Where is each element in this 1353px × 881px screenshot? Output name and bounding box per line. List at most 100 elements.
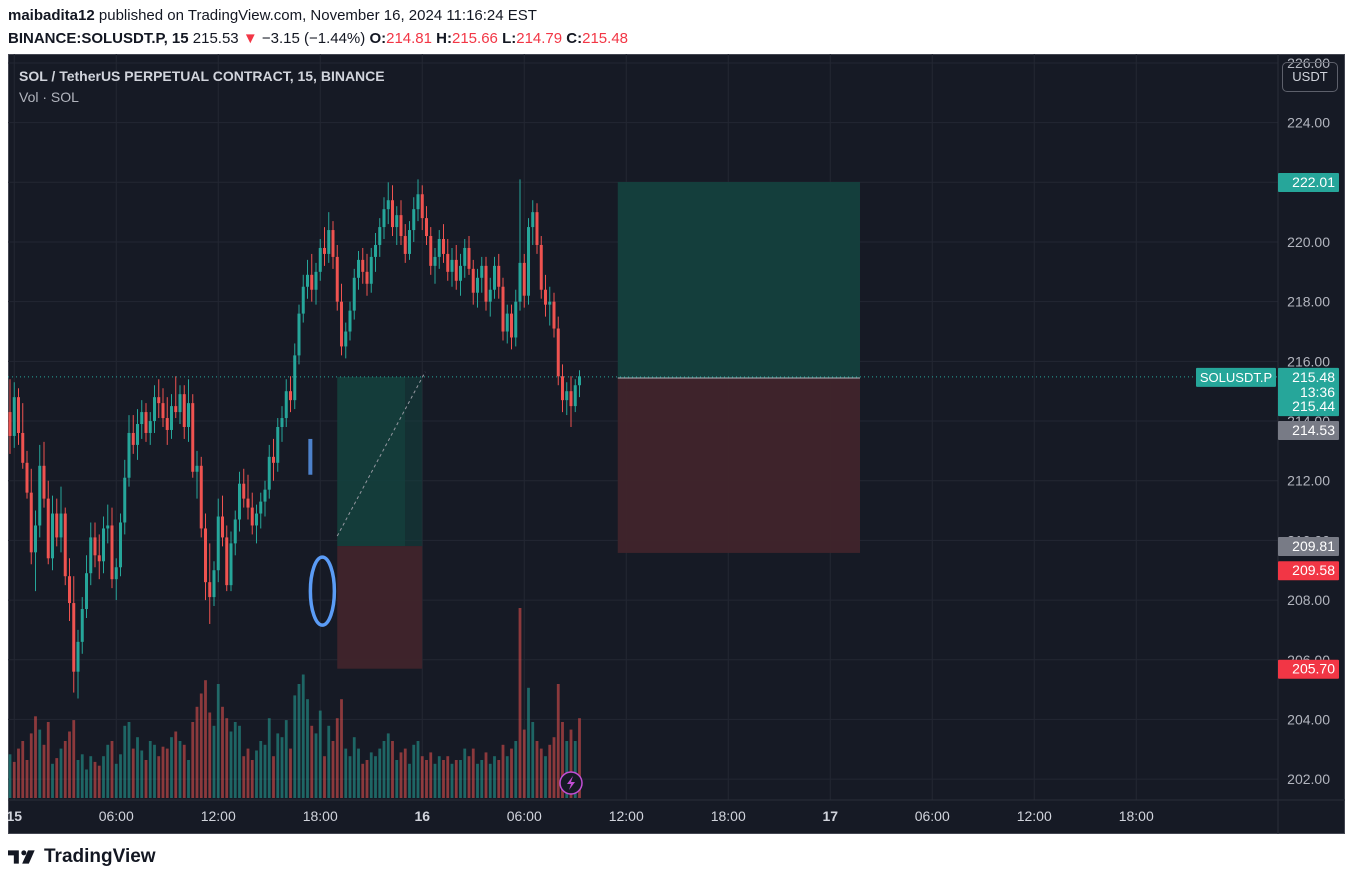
candle-body[interactable]	[148, 421, 152, 433]
candle-body[interactable]	[395, 215, 399, 228]
candle-body[interactable]	[522, 262, 526, 296]
candle-body[interactable]	[51, 513, 54, 559]
candle-body[interactable]	[450, 259, 454, 272]
candle-body[interactable]	[59, 513, 63, 538]
candle-body[interactable]	[284, 391, 288, 419]
candle-body[interactable]	[127, 432, 131, 478]
candle-body[interactable]	[301, 286, 305, 314]
candle-body[interactable]	[276, 427, 280, 463]
candle-body[interactable]	[497, 265, 501, 287]
candle-body[interactable]	[221, 516, 224, 538]
candle-body[interactable]	[578, 376, 581, 386]
candle-body[interactable]	[374, 244, 377, 257]
candle-body[interactable]	[556, 328, 560, 377]
candle-body[interactable]	[403, 236, 407, 254]
candle-body[interactable]	[552, 301, 556, 329]
candle-body[interactable]	[357, 259, 360, 278]
candle-body[interactable]	[199, 465, 203, 529]
candle-body[interactable]	[246, 498, 250, 508]
candle-body[interactable]	[344, 331, 348, 347]
candle-body[interactable]	[433, 256, 437, 266]
candle-body[interactable]	[114, 567, 118, 580]
candle-body[interactable]	[573, 385, 577, 407]
candle-body[interactable]	[280, 418, 284, 427]
candle-body[interactable]	[539, 244, 543, 290]
candle-body[interactable]	[527, 227, 530, 296]
hand-drawn-annotation[interactable]	[308, 555, 337, 627]
candle-body[interactable]	[165, 418, 169, 430]
candle-body[interactable]	[565, 391, 569, 401]
candle-body[interactable]	[80, 609, 84, 642]
candle-body[interactable]	[191, 403, 195, 472]
candle-body[interactable]	[340, 301, 343, 347]
candle-body[interactable]	[63, 513, 67, 577]
candle-body[interactable]	[306, 274, 309, 287]
candle-body[interactable]	[85, 573, 88, 610]
candle-body[interactable]	[233, 519, 237, 544]
candle-body[interactable]	[561, 376, 564, 401]
candle-body[interactable]	[569, 391, 573, 407]
candle-body[interactable]	[187, 403, 190, 427]
candle-body[interactable]	[429, 236, 433, 266]
candle-body[interactable]	[131, 432, 135, 445]
candle-body[interactable]	[46, 498, 50, 559]
candle-body[interactable]	[446, 253, 450, 272]
candle-body[interactable]	[310, 274, 314, 290]
position-stop-zone[interactable]	[617, 378, 860, 553]
candle-body[interactable]	[548, 301, 552, 305]
candle-body[interactable]	[250, 507, 254, 526]
position-target-zone[interactable]	[337, 376, 406, 547]
position-target-zone[interactable]	[617, 182, 860, 379]
candle-body[interactable]	[55, 513, 59, 538]
candle-body[interactable]	[352, 277, 356, 311]
tradingview-logo[interactable]: TradingView	[8, 846, 156, 868]
candle-body[interactable]	[38, 465, 42, 526]
candle-body[interactable]	[110, 525, 114, 580]
candle-body[interactable]	[93, 537, 97, 556]
candle-body[interactable]	[8, 412, 12, 436]
candle-body[interactable]	[182, 394, 186, 427]
candle-body[interactable]	[21, 432, 25, 463]
candle-body[interactable]	[484, 265, 488, 302]
candle-body[interactable]	[153, 397, 156, 422]
candle-body[interactable]	[106, 525, 110, 529]
candle-body[interactable]	[442, 239, 445, 254]
position-target-zone[interactable]	[405, 376, 423, 547]
candle-body[interactable]	[493, 265, 496, 290]
candle-body[interactable]	[416, 194, 420, 210]
candle-body[interactable]	[467, 247, 471, 269]
candle-body[interactable]	[267, 456, 271, 490]
candle-body[interactable]	[382, 209, 386, 228]
candle-body[interactable]	[216, 516, 220, 571]
candle-body[interactable]	[471, 268, 475, 293]
candle-body[interactable]	[174, 406, 178, 413]
candle-body[interactable]	[361, 259, 365, 272]
candle-body[interactable]	[386, 200, 390, 210]
candlestick-chart[interactable]: 202.00204.00206.00208.00210.00212.00214.…	[8, 54, 1345, 834]
candle-body[interactable]	[535, 212, 539, 245]
candle-body[interactable]	[459, 265, 462, 281]
candle-body[interactable]	[331, 230, 335, 257]
candle-body[interactable]	[505, 313, 509, 332]
candle-body[interactable]	[68, 576, 71, 604]
candle-body[interactable]	[238, 483, 241, 520]
candle-body[interactable]	[463, 247, 467, 266]
candle-body[interactable]	[140, 412, 144, 425]
candle-body[interactable]	[17, 397, 20, 433]
candle-body[interactable]	[399, 215, 403, 237]
candle-body[interactable]	[408, 230, 411, 254]
candle-body[interactable]	[259, 501, 263, 514]
candle-body[interactable]	[178, 394, 182, 413]
candle-body[interactable]	[242, 483, 246, 499]
candle-body[interactable]	[480, 265, 484, 278]
candle-body[interactable]	[76, 641, 80, 672]
position-stop-zone[interactable]	[337, 546, 423, 669]
candle-body[interactable]	[170, 406, 173, 430]
candle-body[interactable]	[425, 218, 428, 237]
candle-body[interactable]	[318, 247, 322, 272]
candle-body[interactable]	[89, 537, 93, 574]
candle-body[interactable]	[204, 528, 207, 583]
candle-body[interactable]	[195, 465, 199, 472]
candle-body[interactable]	[136, 424, 139, 445]
candle-body[interactable]	[544, 289, 547, 305]
